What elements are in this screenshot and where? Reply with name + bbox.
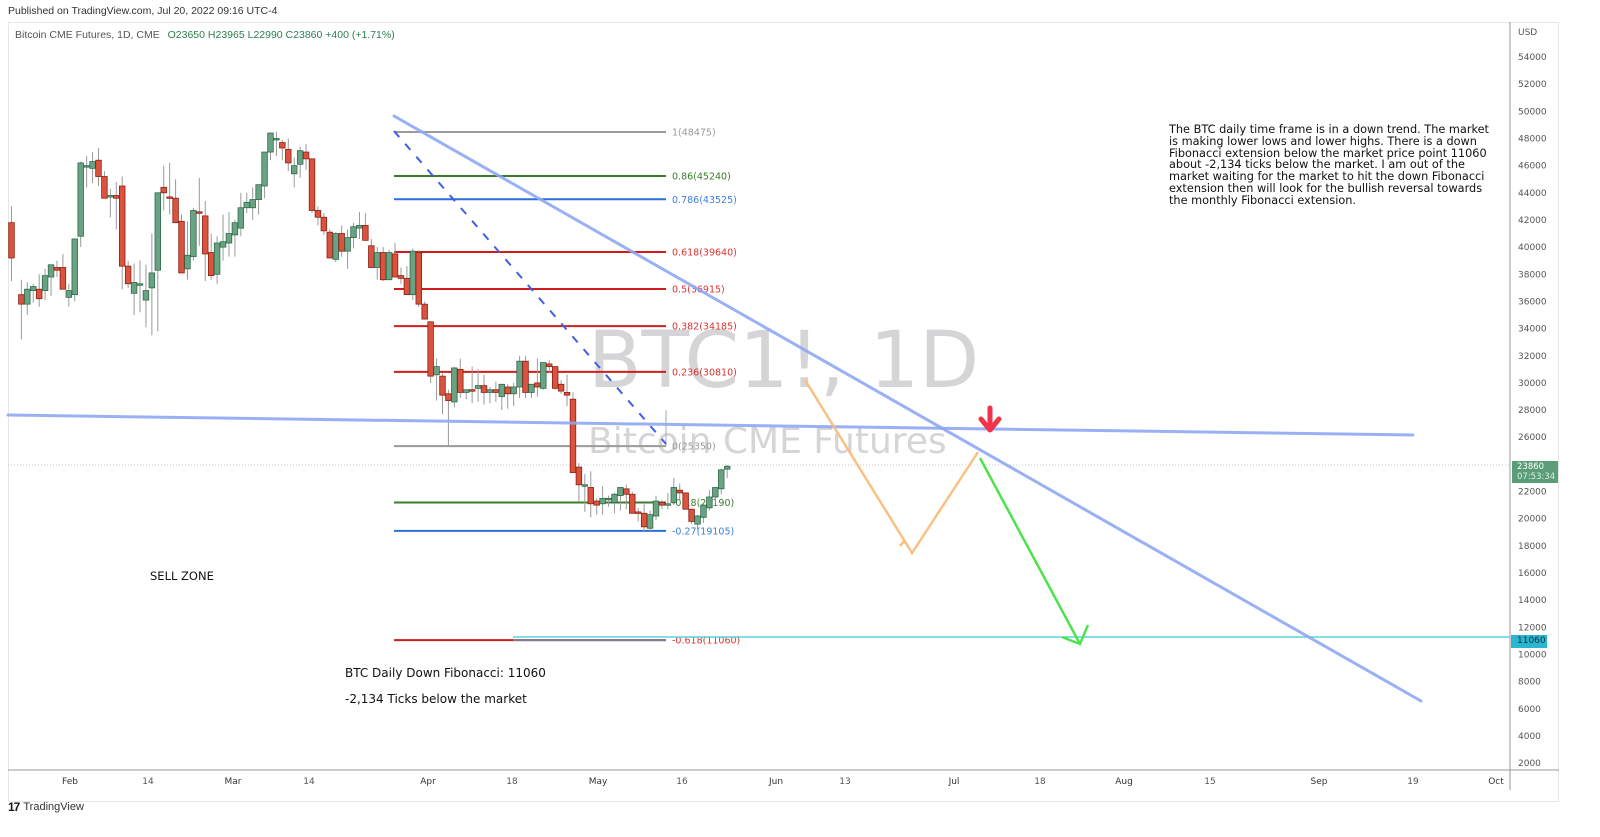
symbol-legend: Bitcoin CME Futures, 1D, CME O23650 H239…	[15, 29, 395, 41]
time-tick: Sep	[1311, 777, 1328, 787]
fib-level-label: -0.618(11060)	[672, 636, 740, 647]
price-tick: 40000	[1518, 243, 1547, 253]
projection-arrow-line[interactable]	[978, 457, 1082, 645]
time-tick: Apr	[420, 777, 436, 787]
tradingview-logo[interactable]: 17 TradingView	[8, 800, 84, 814]
price-tick: 44000	[1518, 189, 1547, 199]
descending-trendline[interactable]	[392, 114, 1423, 703]
price-tick: 32000	[1518, 352, 1547, 362]
price-tick: 22000	[1518, 488, 1547, 498]
symbol-name: Bitcoin CME Futures, 1D, CME	[15, 29, 160, 41]
fib-level-label: 0(25350)	[672, 442, 716, 453]
candlestick-series	[8, 131, 731, 533]
chart-frame[interactable]	[8, 22, 1559, 802]
tradingview-logo-icon: 17	[8, 800, 20, 814]
price-tick: 42000	[1518, 216, 1547, 226]
price-tick: 20000	[1518, 515, 1547, 525]
time-tick: Feb	[62, 777, 78, 787]
time-tick: Mar	[225, 777, 242, 787]
time-tick: 15	[1204, 777, 1215, 787]
price-tick: 26000	[1518, 433, 1547, 443]
price-tick: 30000	[1518, 379, 1547, 389]
price-tick: 16000	[1518, 569, 1547, 579]
price-axis[interactable]: 54000 52000 50000 48000 46000 44000 42000 40000…	[1518, 53, 1547, 769]
price-tick: 46000	[1518, 162, 1547, 172]
fib-target-note: BTC Daily Down Fibonacci: 11060	[345, 666, 546, 680]
published-caption: Published on TradingView.com, Jul 20, 20…	[8, 5, 278, 17]
zigzag-pattern-line[interactable]	[803, 379, 980, 556]
price-tick: 18000	[1518, 542, 1547, 552]
last-price-value: 23860	[1517, 462, 1545, 472]
tradingview-brand: TradingView	[23, 801, 84, 813]
fib-level-label: 0.618(39640)	[672, 248, 737, 259]
time-tick: 18	[1034, 777, 1046, 787]
time-tick: 13	[839, 777, 850, 787]
watermark-symbol: BTC1!, 1D	[588, 316, 979, 406]
price-tick: 8000	[1518, 678, 1541, 688]
time-tick: Jun	[768, 777, 783, 787]
price-tick: 36000	[1518, 297, 1547, 307]
fib-level-label: -0.18(21190)	[672, 498, 734, 509]
time-tick: 14	[303, 777, 315, 787]
down-arrow-icon	[978, 405, 1002, 433]
price-tick: 4000	[1518, 732, 1541, 742]
last-price-tag: 23860 07:53:34	[1512, 461, 1558, 483]
bar-countdown: 07:53:34	[1517, 472, 1556, 482]
ticks-below-note: -2,134 Ticks below the market	[345, 692, 527, 706]
time-tick: 18	[506, 777, 518, 787]
zigzag-segment	[899, 539, 906, 547]
fib-level-label: -0.27(19105)	[672, 526, 734, 537]
price-tick: 14000	[1518, 596, 1547, 606]
time-axis[interactable]: Feb 14 Mar 14 Apr 18 May 16 Jun 13 Jul 18 Aug 15 Sep 19…	[62, 777, 1504, 787]
time-tick: 19	[1407, 777, 1419, 787]
price-tick: 50000	[1518, 107, 1547, 117]
currency-label: USD	[1518, 28, 1537, 38]
fib-level-label: 1(48475)	[672, 128, 716, 139]
price-tick: 2000	[1518, 759, 1541, 769]
price-tick: 6000	[1518, 705, 1541, 715]
time-tick: Oct	[1488, 777, 1504, 787]
time-tick: Aug	[1115, 777, 1133, 787]
fib-level-label: 0.786(43525)	[672, 195, 737, 206]
time-tick: May	[589, 777, 608, 787]
fib-level-label: 0.236(30810)	[672, 367, 737, 378]
price-tick: 12000	[1518, 623, 1547, 633]
time-tick: 16	[676, 777, 688, 787]
time-tick: 14	[142, 777, 154, 787]
time-tick: Jul	[948, 777, 960, 787]
horizontal-resistance-line[interactable]	[6, 413, 1415, 437]
price-tick: 54000	[1518, 53, 1547, 63]
price-tick: 10000	[1518, 651, 1547, 661]
price-tick: 52000	[1518, 80, 1547, 90]
fib-level-label: 0.382(34185)	[672, 322, 737, 333]
price-tick: 38000	[1518, 270, 1547, 280]
projection-arrow-head-icon	[1061, 624, 1090, 646]
target-price-tag: 11060	[1511, 635, 1547, 648]
price-tick: 34000	[1518, 325, 1547, 335]
ohlc-values: O23650 H23965 L22990 C23860 +400 (+1.71%…	[167, 29, 395, 41]
fib-trend-dashed-line[interactable]	[393, 130, 667, 445]
fib-level-label: 0.86(45240)	[672, 171, 731, 182]
analysis-note: The BTC daily time frame is in a down tr…	[1169, 123, 1489, 207]
price-tick: 48000	[1518, 134, 1547, 144]
price-tick: 28000	[1518, 406, 1547, 416]
sell-zone-label: SELL ZONE	[150, 569, 214, 583]
